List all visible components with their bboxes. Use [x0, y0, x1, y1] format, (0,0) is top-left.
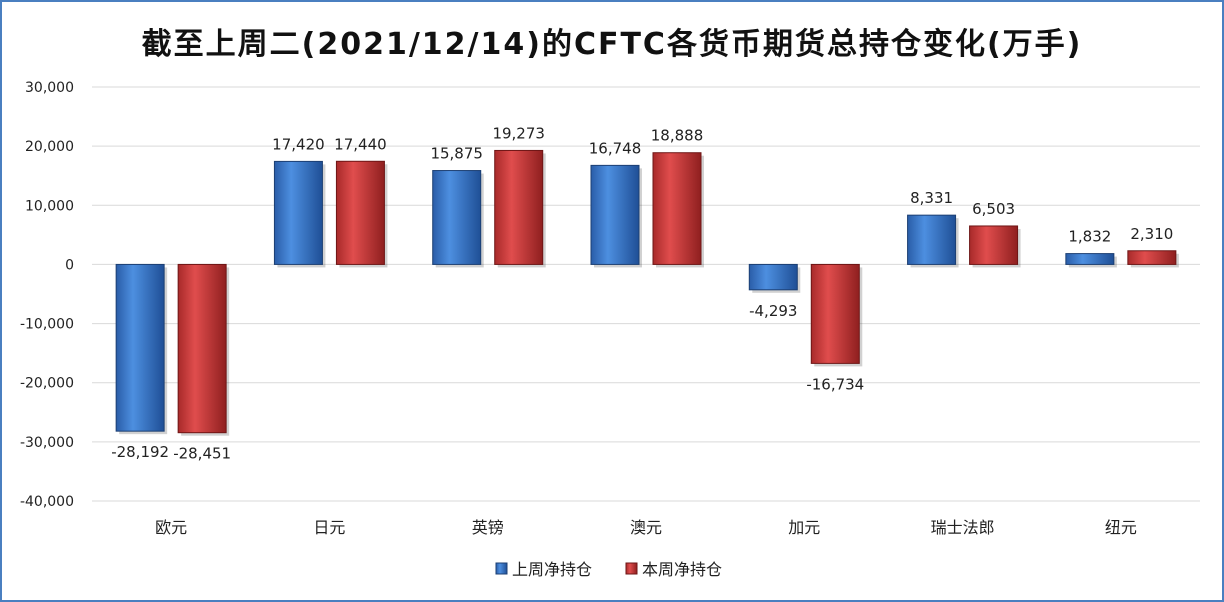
bar-last-week — [1065, 253, 1115, 265]
y-tick-label: 0 — [65, 257, 74, 273]
bar-this-week — [494, 149, 544, 265]
legend-label: 本周净持仓 — [642, 560, 722, 579]
y-tick-label: 20,000 — [25, 139, 74, 155]
x-category-label: 日元 — [313, 518, 345, 537]
bar-last-week — [748, 263, 798, 291]
bar-last-week — [907, 214, 957, 265]
data-label: -28,192 — [111, 443, 169, 461]
bar-last-week — [432, 170, 482, 265]
legend: 上周净持仓 本周净持仓 — [495, 560, 722, 579]
bar-last-week — [590, 164, 640, 265]
bar-this-week — [1127, 250, 1177, 265]
bar-this-week — [810, 263, 860, 364]
bar-this-week — [335, 160, 385, 265]
bar-this-week — [177, 263, 227, 434]
bar-last-week — [115, 263, 165, 432]
y-tick-label: -10,000 — [20, 317, 74, 333]
y-tick-label: -30,000 — [20, 435, 74, 451]
y-tick-label: 30,000 — [25, 80, 74, 96]
data-label: 19,273 — [492, 124, 545, 142]
x-category-label: 瑞士法郎 — [931, 518, 995, 537]
data-label: 15,875 — [430, 145, 483, 163]
data-label: 18,888 — [651, 127, 704, 145]
bar-this-week — [652, 152, 702, 265]
x-category-label: 欧元 — [155, 518, 187, 537]
data-label: 8,331 — [910, 189, 953, 207]
y-axis-ticks: 30,000 20,000 10,000 0 -10,000 -20,000 -30,000… — [20, 80, 74, 510]
x-category-label: 澳元 — [630, 518, 662, 537]
data-label: 6,503 — [972, 200, 1015, 218]
data-label: -28,451 — [173, 445, 231, 463]
grid-layer — [92, 86, 1200, 502]
y-tick-label: -20,000 — [20, 376, 74, 392]
data-label: 17,440 — [334, 135, 387, 153]
data-label: 1,832 — [1068, 228, 1111, 246]
chart-title: 截至上周二(2021/12/14)的CFTC各货币期货总持仓变化(万手) — [142, 27, 1083, 62]
y-tick-label: -40,000 — [20, 494, 74, 510]
legend-label: 上周净持仓 — [512, 560, 592, 579]
bars-layer — [115, 149, 1179, 436]
y-tick-label: 10,000 — [25, 198, 74, 214]
x-category-label: 英镑 — [472, 518, 504, 537]
data-label: -16,734 — [806, 375, 864, 393]
legend-swatch — [495, 562, 508, 575]
x-category-label: 纽元 — [1105, 518, 1137, 537]
data-label: 2,310 — [1130, 225, 1173, 243]
x-category-label: 加元 — [788, 518, 820, 537]
bar-this-week — [969, 225, 1019, 265]
data-label: 17,420 — [272, 135, 325, 153]
x-axis-categories: 欧元 日元 英镑 澳元 加元 瑞士法郎 纽元 — [155, 518, 1137, 537]
legend-swatch — [625, 562, 638, 575]
data-labels-layer: -28,192 -28,451 17,420 17,440 15,875 19,273 16… — [111, 124, 1173, 462]
data-label: -4,293 — [749, 302, 797, 320]
bar-last-week — [273, 160, 323, 265]
data-label: 16,748 — [589, 139, 642, 157]
